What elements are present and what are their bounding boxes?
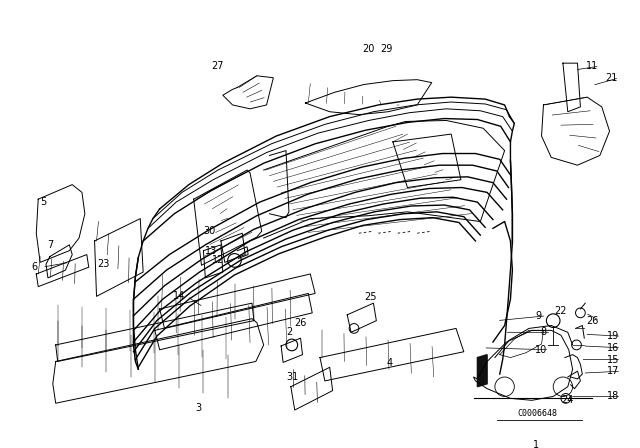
- Text: 2: 2: [286, 327, 292, 337]
- Text: 24: 24: [561, 395, 574, 405]
- Text: 4: 4: [387, 358, 393, 368]
- Text: C0006648: C0006648: [518, 409, 557, 418]
- Text: 12: 12: [212, 255, 224, 265]
- Text: 23: 23: [97, 259, 109, 269]
- Text: 26: 26: [294, 318, 307, 327]
- Text: 19: 19: [607, 331, 620, 341]
- Text: 6: 6: [31, 262, 37, 272]
- Polygon shape: [477, 355, 487, 387]
- Text: 14: 14: [173, 291, 185, 302]
- Text: 8: 8: [540, 327, 547, 337]
- Text: 29: 29: [380, 43, 392, 54]
- Text: 5: 5: [40, 197, 46, 207]
- Text: 11: 11: [586, 61, 598, 71]
- Text: 16: 16: [607, 343, 620, 353]
- Text: 22: 22: [555, 306, 567, 316]
- Text: 9: 9: [536, 311, 541, 321]
- Text: 10: 10: [536, 345, 548, 355]
- Text: 15: 15: [607, 354, 620, 365]
- Text: 13: 13: [205, 246, 218, 256]
- Text: 20: 20: [362, 43, 375, 54]
- Text: 1: 1: [532, 440, 539, 448]
- Text: 7: 7: [47, 240, 53, 250]
- Text: 30: 30: [203, 226, 215, 236]
- Text: 17: 17: [607, 366, 620, 376]
- Text: 31: 31: [287, 372, 299, 382]
- Text: 18: 18: [607, 392, 620, 401]
- Text: 27: 27: [212, 61, 224, 71]
- Text: 26: 26: [586, 316, 598, 326]
- Text: 3: 3: [195, 403, 202, 413]
- Text: 25: 25: [364, 293, 377, 302]
- Text: 21: 21: [605, 73, 618, 83]
